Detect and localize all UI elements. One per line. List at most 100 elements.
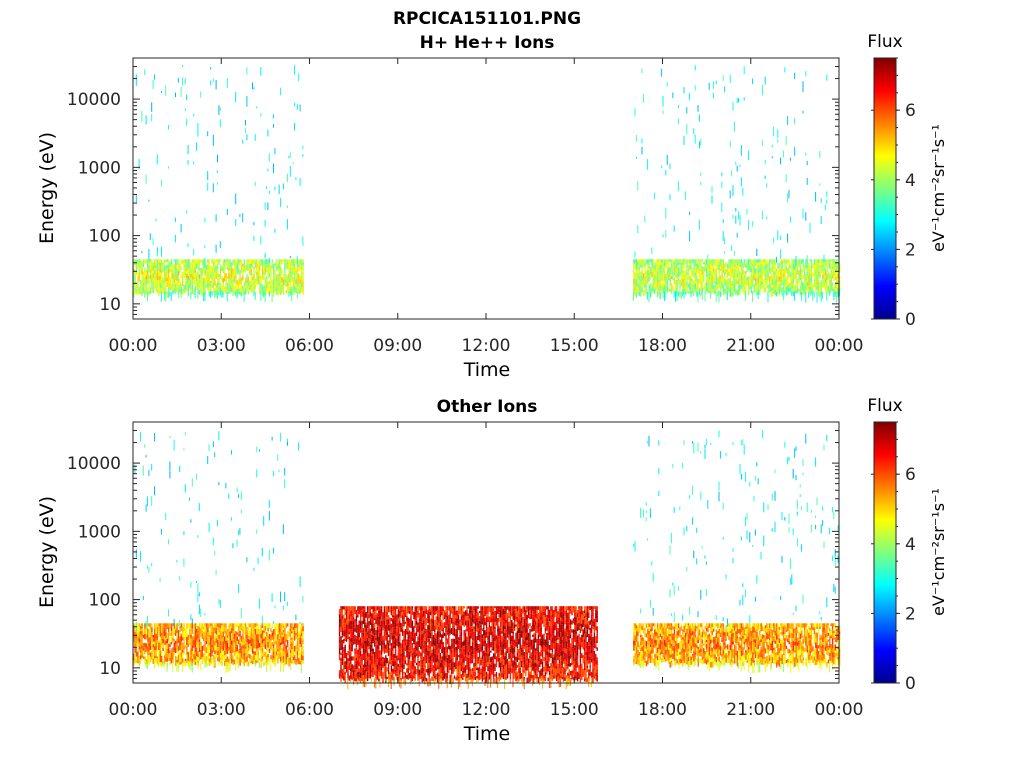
flux-cell	[282, 630, 285, 633]
flux-cell	[159, 577, 161, 582]
flux-cell	[151, 464, 153, 471]
flux-cell	[156, 288, 159, 294]
flux-cell	[802, 110, 804, 114]
flux-cell	[787, 276, 789, 281]
flux-cell	[725, 272, 727, 275]
flux-cell	[357, 636, 359, 639]
flux-cell	[200, 662, 202, 671]
flux-cell	[410, 611, 412, 617]
flux-cell	[383, 613, 386, 619]
flux-cell	[267, 631, 269, 636]
flux-cell	[729, 288, 732, 291]
flux-cell	[140, 646, 142, 650]
flux-cell	[805, 71, 807, 77]
flux-cell	[191, 636, 194, 641]
flux-cell	[184, 432, 186, 436]
flux-cell	[687, 283, 690, 288]
flux-cell	[358, 606, 360, 610]
flux-cell	[296, 641, 299, 646]
flux-cell	[224, 629, 226, 634]
flux-cell	[161, 623, 163, 628]
flux-cell	[148, 268, 150, 273]
flux-cell	[792, 288, 795, 292]
flux-cell	[715, 291, 717, 303]
flux-cell	[386, 639, 388, 645]
flux-cell	[736, 277, 739, 281]
flux-cell	[397, 647, 400, 653]
flux-cell	[359, 613, 362, 616]
flux-cell	[263, 291, 265, 298]
flux-cell	[682, 259, 684, 266]
flux-cell	[414, 617, 416, 621]
flux-cell	[722, 231, 724, 242]
flux-cell	[152, 635, 154, 638]
flux-cell	[231, 638, 233, 641]
flux-cell	[420, 630, 422, 634]
flux-cell	[662, 277, 664, 283]
flux-cell	[240, 654, 243, 658]
flux-cell	[211, 638, 213, 643]
flux-cell	[156, 649, 159, 652]
flux-cell	[414, 676, 416, 681]
flux-cell	[148, 248, 150, 260]
flux-cell	[281, 637, 283, 642]
flux-cell	[420, 652, 422, 657]
flux-cell	[415, 610, 418, 613]
flux-cell	[229, 658, 231, 664]
flux-cell	[396, 673, 398, 677]
flux-cell	[789, 287, 792, 293]
flux-cell	[736, 259, 739, 263]
flux-cell	[386, 624, 388, 629]
flux-cell	[180, 623, 182, 628]
flux-cell	[301, 636, 303, 639]
flux-cell	[745, 281, 747, 288]
flux-cell	[284, 623, 286, 628]
flux-cell	[379, 628, 381, 633]
flux-cell	[711, 185, 713, 194]
flux-cell	[191, 269, 194, 273]
flux-cell	[365, 664, 367, 668]
flux-cell	[135, 264, 138, 267]
flux-cell	[302, 280, 304, 286]
flux-cell	[176, 635, 178, 639]
flux-cell	[196, 281, 198, 286]
flux-cell	[694, 85, 696, 91]
flux-cell	[830, 276, 832, 280]
flux-cell	[292, 266, 294, 270]
flux-cell	[225, 658, 227, 662]
flux-cell	[280, 267, 282, 270]
flux-cell	[275, 259, 278, 264]
flux-cell	[803, 281, 806, 287]
flux-cell	[238, 639, 240, 645]
flux-cell	[413, 632, 415, 636]
flux-cell	[219, 632, 222, 639]
flux-cell	[422, 675, 425, 678]
flux-cell	[350, 634, 352, 639]
flux-cell	[385, 644, 387, 650]
flux-cell	[777, 276, 779, 283]
flux-cell	[838, 263, 841, 267]
flux-cell	[418, 618, 421, 622]
flux-cell	[187, 264, 189, 269]
flux-cell	[385, 635, 387, 641]
flux-cell	[403, 624, 405, 627]
flux-cell	[154, 262, 156, 266]
flux-cell	[819, 268, 821, 272]
flux-cell	[347, 651, 349, 656]
flux-cell	[141, 648, 143, 653]
flux-cell	[378, 644, 380, 650]
flux-cell	[175, 270, 177, 277]
flux-cell	[271, 646, 273, 650]
flux-cell	[634, 272, 636, 275]
flux-cell	[163, 658, 166, 662]
flux-cell	[817, 280, 820, 286]
flux-cell	[389, 671, 391, 677]
flux-cell	[340, 657, 342, 662]
flux-cell	[665, 207, 667, 219]
flux-cell	[829, 262, 831, 269]
flux-cell	[820, 198, 822, 203]
flux-cell	[401, 639, 404, 644]
flux-cell	[177, 276, 180, 279]
flux-cell	[805, 291, 807, 303]
flux-cell	[827, 277, 830, 281]
